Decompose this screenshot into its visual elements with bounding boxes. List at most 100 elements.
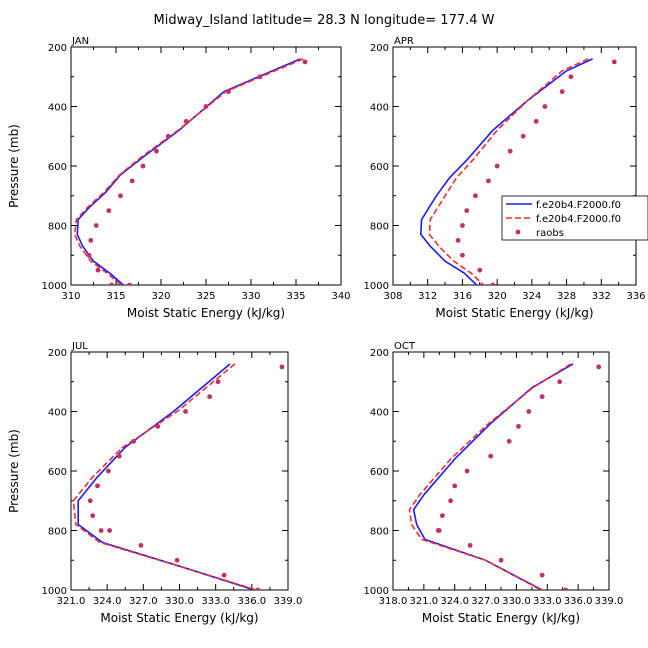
model-a-line	[76, 58, 301, 285]
raobs-point	[95, 483, 100, 489]
raobs-point	[140, 163, 146, 169]
raobs-point	[107, 528, 112, 533]
raobs-point	[473, 193, 478, 199]
x-tick-label: 336	[626, 291, 645, 302]
raobs-point	[106, 208, 112, 214]
legend-marker-raobs	[515, 229, 521, 235]
x-tick-label: 320	[151, 291, 170, 302]
raobs-point	[488, 453, 494, 459]
raobs-point	[516, 423, 521, 429]
raobs-point	[460, 252, 465, 258]
raobs-point	[302, 59, 308, 65]
raobs-point	[464, 208, 470, 214]
series-group	[72, 363, 285, 590]
panel-jul: JUL 321.0 324.0 327.0 330.0 333.0 336.0 339.0 20…	[7, 341, 302, 625]
raobs-point	[98, 528, 104, 533]
raobs-point	[460, 223, 465, 228]
raobs-point	[203, 104, 209, 109]
raobs-point	[105, 468, 111, 474]
model-b-line	[73, 58, 304, 285]
x-axis-label: Moist Static Energy (kJ/kg)	[100, 611, 258, 625]
y-tick-label: 1000	[364, 281, 389, 292]
raobs-point	[86, 252, 92, 258]
y-tick-label: 600	[370, 467, 389, 478]
x-tick-label: 321.0	[57, 596, 86, 607]
y-tick-label: 200	[370, 348, 389, 359]
raobs-point	[154, 148, 159, 154]
model-b-line	[72, 363, 260, 590]
x-tick-label: 330	[241, 291, 260, 302]
y-tick-label: 1000	[42, 586, 67, 597]
raobs-point	[467, 542, 473, 548]
y-tick-label: 1000	[42, 281, 67, 292]
series-group	[419, 58, 617, 285]
raobs-point	[568, 74, 574, 80]
raobs-point	[539, 394, 545, 400]
y-tick-label: 800	[48, 222, 67, 233]
raobs-point	[542, 104, 548, 109]
raobs-point	[507, 148, 513, 154]
raobs-point	[183, 118, 189, 124]
raobs-point	[90, 513, 96, 519]
y-tick-label: 800	[370, 527, 389, 538]
plot-frame	[392, 351, 610, 591]
raobs-point	[129, 178, 135, 184]
raobs-point	[183, 409, 188, 414]
model-b-line	[428, 58, 589, 285]
panel-title: JAN	[71, 36, 89, 47]
x-axis-label: Moist Static Energy (kJ/kg)	[435, 306, 593, 320]
panel-title: APR	[394, 36, 414, 47]
model-a-line	[412, 363, 574, 590]
plot-frame	[70, 46, 342, 286]
raobs-point	[221, 572, 227, 578]
raobs-point	[138, 542, 144, 548]
raobs-point	[439, 513, 445, 519]
x-tick-label: 308	[383, 291, 402, 302]
raobs-point	[486, 178, 491, 184]
x-tick-label: 333.0	[201, 596, 230, 607]
raobs-point	[165, 133, 171, 139]
y-tick-label: 1000	[364, 586, 389, 597]
raobs-point	[95, 267, 101, 273]
y-tick-label: 600	[48, 162, 67, 173]
raobs-point	[452, 483, 458, 489]
x-tick-label: 312	[418, 291, 437, 302]
raobs-point	[494, 163, 500, 169]
y-axis-label: Pressure (mb)	[7, 429, 21, 513]
legend-label: f.e20b4.F2000.f0	[536, 214, 621, 225]
x-tick-label: 327.0	[129, 596, 158, 607]
x-tick-label: 324.0	[440, 596, 469, 607]
chart-panels: JAN 310 315 320 325 330 335 340 200 400 600 800 1000…	[7, 36, 648, 625]
legend-label: raobs	[536, 228, 564, 239]
model-a-line	[77, 363, 258, 590]
raobs-point	[174, 557, 180, 563]
raobs-point	[477, 267, 483, 273]
x-tick-label: 328	[557, 291, 576, 302]
raobs-point	[559, 89, 565, 95]
raobs-point	[155, 423, 161, 429]
figure-title: Midway_Island latitude= 28.3 N longitude…	[154, 13, 495, 28]
x-tick-label: 336.0	[238, 596, 267, 607]
raobs-point	[455, 237, 461, 243]
x-tick-label: 310	[61, 291, 80, 302]
raobs-point	[506, 438, 512, 444]
y-tick-label: 600	[370, 162, 389, 173]
y-tick-label: 400	[48, 103, 67, 114]
legend-label: f.e20b4.F2000.f0	[536, 200, 621, 211]
x-tick-label: 335	[286, 291, 305, 302]
raobs-point	[131, 438, 137, 444]
model-a-line	[419, 58, 593, 285]
series-group	[408, 363, 602, 590]
panel-oct: OCT 318.0 321.0 324.0 327.0 330.0 333.0 336.0 33…	[364, 341, 624, 625]
raobs-point	[93, 223, 99, 228]
x-axis-label: Moist Static Energy (kJ/kg)	[127, 306, 285, 320]
raobs-point	[88, 237, 94, 243]
y-tick-label: 800	[370, 222, 389, 233]
raobs-point	[279, 364, 285, 370]
x-tick-label: 318.0	[379, 596, 408, 607]
raobs-point	[490, 282, 496, 285]
x-tick-label: 315	[106, 291, 125, 302]
raobs-point	[596, 364, 602, 370]
raobs-point	[520, 133, 526, 139]
raobs-point	[257, 74, 263, 80]
